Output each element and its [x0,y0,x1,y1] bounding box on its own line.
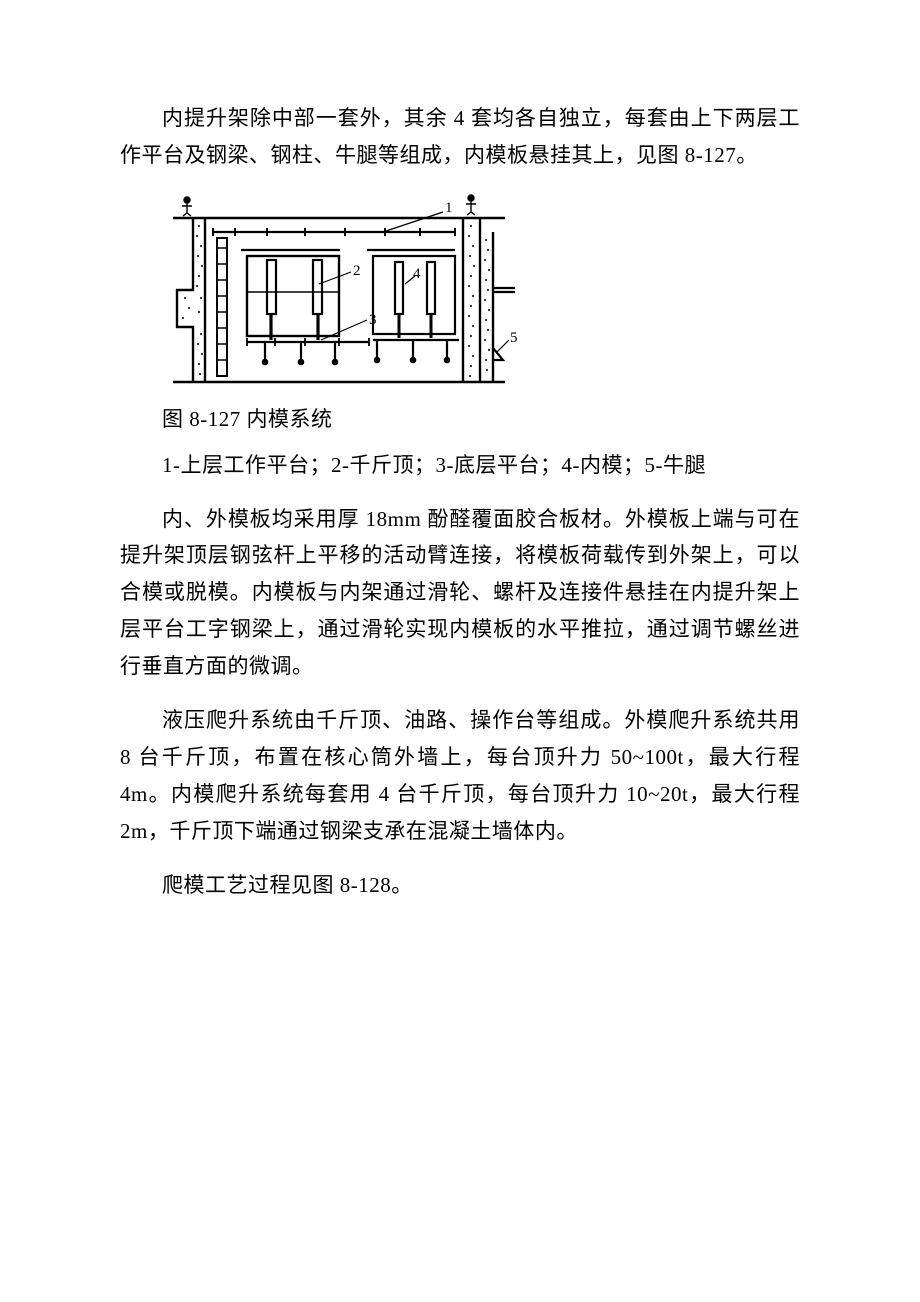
diagram-svg: 1 2 3 4 5 [155,192,530,397]
figure-label-5: 5 [510,330,518,346]
document-page: 内提升架除中部一套外，其余 4 套均各自独立，每套由上下两层工作平台及钢梁、钢柱… [0,0,920,982]
figure-8-127: 1 2 3 4 5 [120,192,800,397]
figure-label-2: 2 [353,263,361,279]
paragraph-3: 液压爬升系统由千斤顶、油路、操作台等组成。外模爬升系统共用 8 台千斤顶，布置在… [120,702,800,849]
paragraph-4: 爬模工艺过程见图 8-128。 [120,867,800,904]
paragraph-2: 内、外模板均采用厚 18mm 酚醛覆面胶合板材。外模板上端与可在提升架顶层钢弦杆… [120,501,800,685]
figure-label-1: 1 [445,200,453,216]
figure-legend: 1-上层工作平台；2-千斤顶；3-底层平台；4-内模；5-牛腿 [120,449,800,479]
paragraph-intro: 内提升架除中部一套外，其余 4 套均各自独立，每套由上下两层工作平台及钢梁、钢柱… [120,100,800,174]
figure-label-3: 3 [369,312,377,328]
figure-label-4: 4 [413,266,421,282]
figure-caption: 图 8-127 内模系统 [120,403,800,433]
